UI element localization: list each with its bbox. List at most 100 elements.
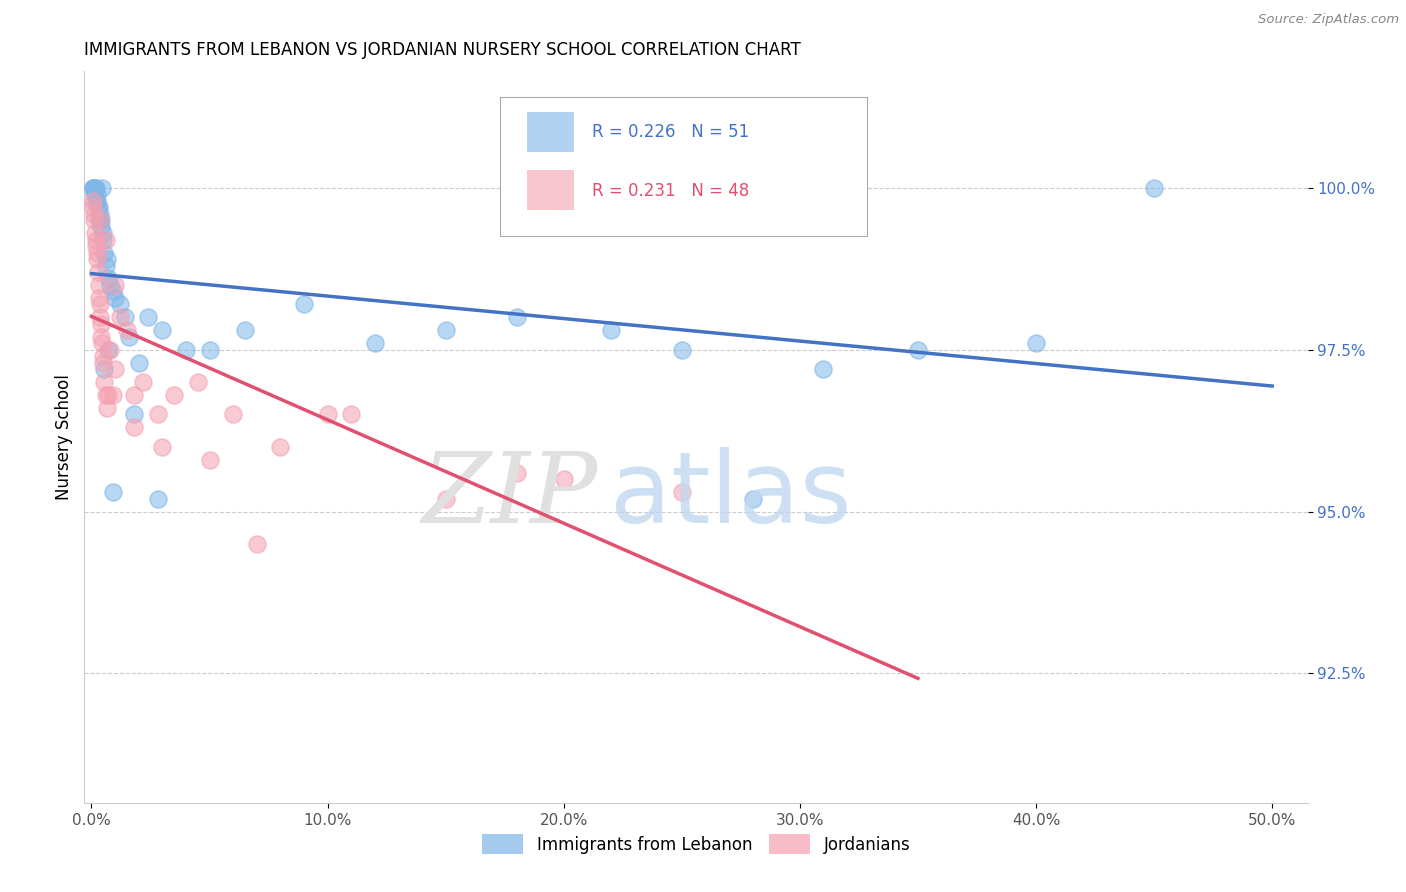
Point	[222, 408, 245, 422]
Point	[86, 187, 108, 202]
Point	[434, 323, 457, 337]
Point	[87, 277, 110, 292]
Point	[600, 323, 623, 337]
Point	[101, 285, 124, 299]
Point	[89, 207, 111, 221]
Point	[93, 245, 115, 260]
Point	[93, 362, 115, 376]
Point	[86, 245, 108, 260]
Point	[128, 356, 150, 370]
Point	[89, 213, 111, 227]
Point	[163, 388, 186, 402]
Point	[101, 485, 124, 500]
FancyBboxPatch shape	[501, 97, 868, 236]
Point	[83, 207, 105, 221]
Point	[86, 252, 108, 266]
Point	[90, 330, 112, 344]
Point	[93, 375, 115, 389]
Text: R = 0.226   N = 51: R = 0.226 N = 51	[592, 123, 749, 141]
Point	[340, 408, 363, 422]
Point	[187, 375, 209, 389]
FancyBboxPatch shape	[527, 112, 574, 152]
Point	[84, 233, 107, 247]
Point	[97, 388, 120, 402]
Point	[91, 181, 114, 195]
Point	[198, 452, 221, 467]
Point	[98, 277, 121, 292]
Point	[553, 472, 575, 486]
Point	[114, 310, 136, 325]
Point	[101, 388, 124, 402]
Point	[108, 310, 131, 325]
Point	[94, 259, 117, 273]
Point	[104, 277, 127, 292]
Point	[136, 310, 159, 325]
Point	[269, 440, 291, 454]
Point	[91, 233, 114, 247]
Point	[89, 297, 111, 311]
Point	[87, 200, 110, 214]
Point	[671, 343, 693, 357]
Point	[87, 265, 110, 279]
Point	[97, 271, 120, 285]
Point	[87, 213, 110, 227]
Point	[82, 200, 104, 214]
Point	[96, 252, 118, 266]
Text: R = 0.231   N = 48: R = 0.231 N = 48	[592, 182, 749, 200]
Point	[89, 310, 111, 325]
Point	[87, 200, 110, 214]
Point	[97, 343, 120, 357]
Point	[91, 349, 114, 363]
Point	[87, 291, 110, 305]
Point	[98, 343, 121, 357]
Point	[122, 408, 145, 422]
Point	[84, 194, 107, 208]
Point	[83, 213, 105, 227]
Point	[364, 336, 387, 351]
Point	[150, 323, 173, 337]
Point	[146, 408, 169, 422]
Point	[82, 181, 104, 195]
Point	[246, 537, 269, 551]
Point	[233, 323, 256, 337]
Point	[198, 343, 221, 357]
Point	[115, 323, 138, 337]
Point	[83, 181, 105, 195]
Point	[813, 362, 835, 376]
Point	[505, 310, 527, 325]
Point	[132, 375, 155, 389]
Legend: Immigrants from Lebanon, Jordanians: Immigrants from Lebanon, Jordanians	[475, 828, 917, 860]
Text: IMMIGRANTS FROM LEBANON VS JORDANIAN NURSERY SCHOOL CORRELATION CHART: IMMIGRANTS FROM LEBANON VS JORDANIAN NUR…	[84, 41, 801, 59]
Point	[1143, 181, 1166, 195]
Point	[146, 491, 169, 506]
Point	[84, 181, 107, 195]
Point	[122, 388, 145, 402]
Point	[434, 491, 457, 506]
Point	[118, 330, 141, 344]
Point	[90, 317, 112, 331]
Text: ZIP: ZIP	[422, 448, 598, 543]
Point	[104, 291, 127, 305]
Point	[90, 213, 112, 227]
Text: atlas: atlas	[610, 447, 852, 544]
Point	[84, 181, 107, 195]
Point	[94, 233, 117, 247]
Point	[84, 226, 107, 240]
Point	[108, 297, 131, 311]
Point	[316, 408, 339, 422]
FancyBboxPatch shape	[527, 170, 574, 211]
Point	[91, 226, 114, 240]
Point	[82, 181, 104, 195]
Point	[150, 440, 173, 454]
Point	[292, 297, 315, 311]
Point	[89, 213, 111, 227]
Point	[96, 401, 118, 415]
Point	[83, 187, 105, 202]
Point	[86, 194, 108, 208]
Point	[174, 343, 197, 357]
Point	[94, 388, 117, 402]
Point	[1025, 336, 1047, 351]
Point	[91, 356, 114, 370]
Point	[90, 219, 112, 234]
Point	[84, 239, 107, 253]
